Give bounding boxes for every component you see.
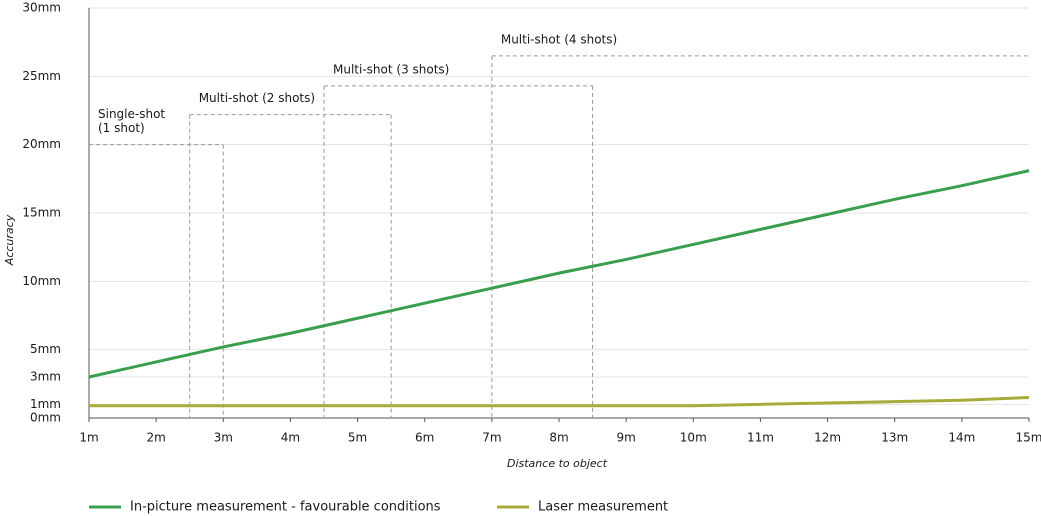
region-label: Multi-shot (3 shots) — [333, 62, 449, 76]
series-line — [88, 169, 1030, 379]
x-axis-label: Distance to object — [507, 457, 608, 470]
x-tick-label: 6m — [415, 431, 434, 445]
y-tick-label: 15mm — [22, 206, 61, 220]
x-tick-label: 10m — [680, 431, 707, 445]
x-tick-label: 8m — [549, 431, 568, 445]
legend-label: In-picture measurement - favourable cond… — [130, 500, 441, 515]
x-tick-label: 3m — [214, 431, 233, 445]
y-tick-label: 0mm — [30, 411, 61, 425]
region-label: Single-shot — [98, 107, 165, 121]
y-tick-label: 3mm — [30, 370, 61, 384]
y-axis-label: Accuracy — [3, 214, 16, 266]
x-tick-label: 12m — [814, 431, 841, 445]
y-tick-label: 5mm — [30, 342, 61, 356]
x-tick-label: 14m — [948, 431, 975, 445]
x-tick-label: 1m — [79, 431, 98, 445]
y-tick-label: 20mm — [22, 137, 61, 151]
y-tick-label: 25mm — [22, 69, 61, 83]
x-tick-label: 4m — [281, 431, 300, 445]
region-label: (1 shot) — [98, 121, 145, 135]
x-tick-label: 2m — [146, 431, 165, 445]
x-tick-label: 7m — [482, 431, 501, 445]
y-tick-label: 30mm — [22, 1, 61, 15]
y-tick-label: 10mm — [22, 274, 61, 288]
series-line — [89, 396, 1030, 408]
y-tick-label: 1mm — [30, 397, 61, 411]
x-tick-label: 13m — [881, 431, 908, 445]
x-tick-label: 15m — [1016, 431, 1041, 445]
legend-label: Laser measurement — [538, 500, 668, 515]
x-tick-label: 9m — [616, 431, 635, 445]
x-tick-label: 11m — [747, 431, 774, 445]
x-tick-label: 5m — [348, 431, 367, 445]
region-label: Multi-shot (4 shots) — [501, 32, 617, 46]
region-label: Multi-shot (2 shots) — [199, 91, 315, 105]
